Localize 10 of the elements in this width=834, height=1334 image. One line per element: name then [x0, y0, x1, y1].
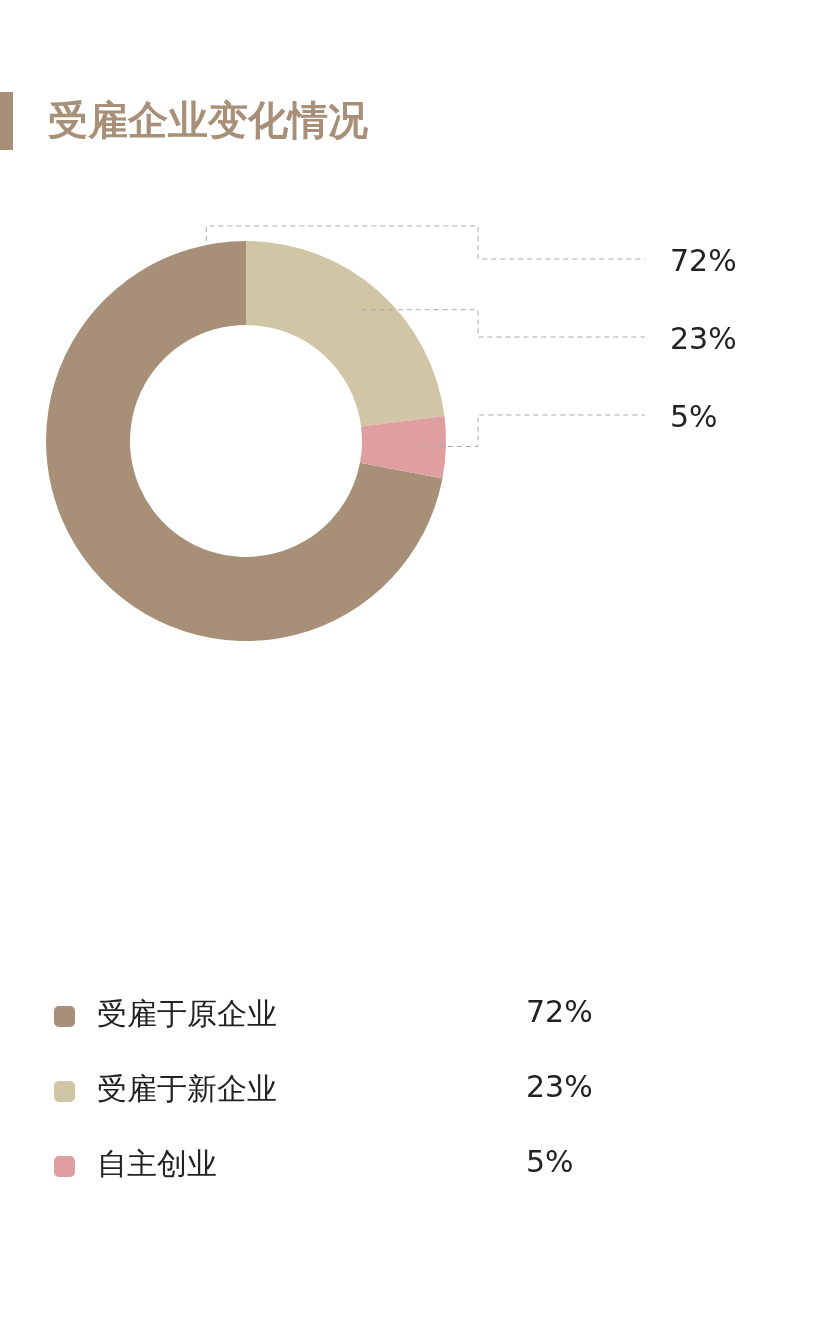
text: 72% [526, 994, 593, 1029]
legend-label: 受雇于原企业 [97, 995, 277, 1033]
data-label: 72% [670, 242, 737, 278]
chart-title: 受雇企业变化情况 [48, 96, 368, 145]
legend-label: 受雇于新企业 [97, 1070, 277, 1108]
data-label: 5% [670, 398, 718, 434]
text: 5% [526, 1144, 574, 1179]
legend-label: 自主创业 [97, 1145, 217, 1183]
data-label: 23% [670, 320, 737, 356]
text: 23% [526, 1069, 593, 1104]
